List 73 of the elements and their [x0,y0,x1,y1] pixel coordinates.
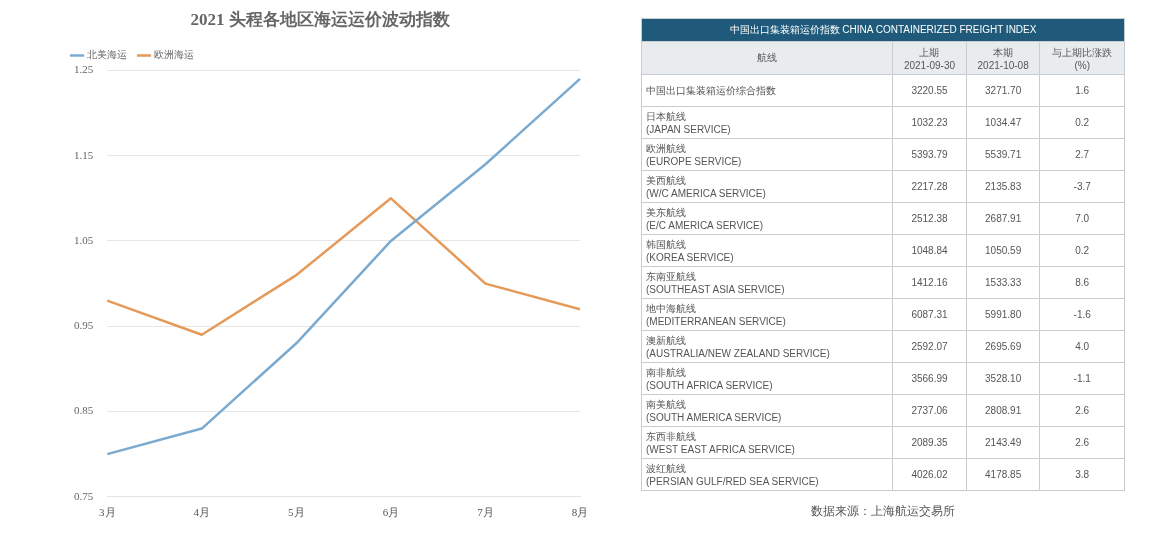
data-label: 1533.33 [966,266,1040,299]
data-label: 2512.38 [892,202,967,235]
data-label: 2.6 [1039,426,1125,459]
data-label: 2217.28 [892,170,967,203]
x-tick-label: 5月 [288,506,305,519]
chart-title: 2021 头程各地区海运运价波动指数 [190,9,451,29]
x-tick-label: 4月 [193,506,211,519]
data-label: 2135.83 [966,170,1040,203]
x-tick-label: 7月 [477,506,494,519]
data-label: 5393.79 [892,138,967,171]
category-label: 韩国航线 (KOREA SERVICE) [641,234,893,267]
data-label: 4.0 [1039,330,1125,363]
data-label: 3271.70 [966,74,1040,107]
data-label: 1050.59 [966,234,1040,267]
source-note: 数据来源：上海航运交易所 [810,503,956,520]
data-label: 2687.91 [966,202,1040,235]
data-label: 0.2 [1039,234,1125,267]
text: 航线 [641,41,893,75]
category-label: 中国出口集装箱运价综合指数 [641,74,893,107]
data-label: 6087.31 [892,298,967,331]
data-label: 1032.23 [892,106,967,139]
data-label: 2592.07 [892,330,967,363]
data-label: 2089.35 [892,426,967,459]
data-label: 2695.69 [966,330,1040,363]
data-label: 2.6 [1039,394,1125,427]
y-tick-label: 1.15 [74,148,94,161]
y-tick-label: 1.05 [74,233,94,246]
data-label: 4178.85 [966,458,1040,491]
x-tick-label: 6月 [382,506,400,519]
category-label: 欧洲航线 (EUROPE SERVICE) [641,138,893,171]
text: 与上期比涨跌 (%) [1039,41,1125,75]
data-label: 3566.99 [892,362,967,395]
data-label: 2808.91 [966,394,1040,427]
x-tick-label: 3月 [99,506,116,519]
data-label: 7.0 [1039,202,1125,235]
category-label: 美东航线 (E/C AMERICA SERVICE) [641,202,893,235]
data-label: 2.7 [1039,138,1125,171]
y-tick-label: 1.25 [74,63,94,76]
category-label: 东西非航线 (WEST EAST AFRICA SERVICE) [641,426,893,459]
category-label: 东南亚航线 (SOUTHEAST ASIA SERVICE) [641,266,893,299]
legend-label: 欧洲海运 [154,48,194,60]
category-label: 波红航线 (PERSIAN GULF/RED SEA SERVICE) [641,458,893,491]
category-label: 地中海航线 (MEDITERRANEAN SERVICE) [641,298,893,331]
category-label: 日本航线 (JAPAN SERVICE) [641,106,893,139]
data-label: 3220.55 [892,74,967,107]
x-tick-label: 8月 [571,506,589,519]
data-label: -1.1 [1039,362,1125,395]
category-label: 美西航线 (W/C AMERICA SERVICE) [641,170,893,203]
y-tick-label: 0.95 [74,319,94,332]
legend-label: 北美海运 [87,48,127,60]
data-label: 2737.06 [892,394,967,427]
data-label: 1412.16 [892,266,967,299]
category-label: 澳新航线 (AUSTRALIA/NEW ZEALAND SERVICE) [641,330,893,363]
data-label: 1034.47 [966,106,1040,139]
data-label: 1048.84 [892,234,967,267]
text: 本期 2021-10-08 [966,41,1040,75]
data-label: 3528.10 [966,362,1040,395]
y-tick-label: 0.75 [74,489,94,502]
data-label: 1.6 [1039,74,1125,107]
category-label: 南美航线 (SOUTH AMERICA SERVICE) [641,394,893,427]
y-tick-label: 0.85 [74,404,94,417]
data-label: 2143.49 [966,426,1040,459]
data-label: -3.7 [1039,170,1125,203]
text: 上期 2021-09-30 [892,41,967,75]
data-label: 5539.71 [966,138,1040,171]
data-label: 4026.02 [892,458,967,491]
text: 中国出口集装箱运价指数 CHINA CONTAINERIZED FREIGHT INDEX [641,18,1125,42]
data-label: 0.2 [1039,106,1125,139]
data-label: -1.6 [1039,298,1125,331]
category-label: 南非航线 (SOUTH AFRICA SERVICE) [641,362,893,395]
data-label: 3.8 [1039,458,1125,491]
data-label: 8.6 [1039,266,1125,299]
data-label: 5991.80 [966,298,1040,331]
